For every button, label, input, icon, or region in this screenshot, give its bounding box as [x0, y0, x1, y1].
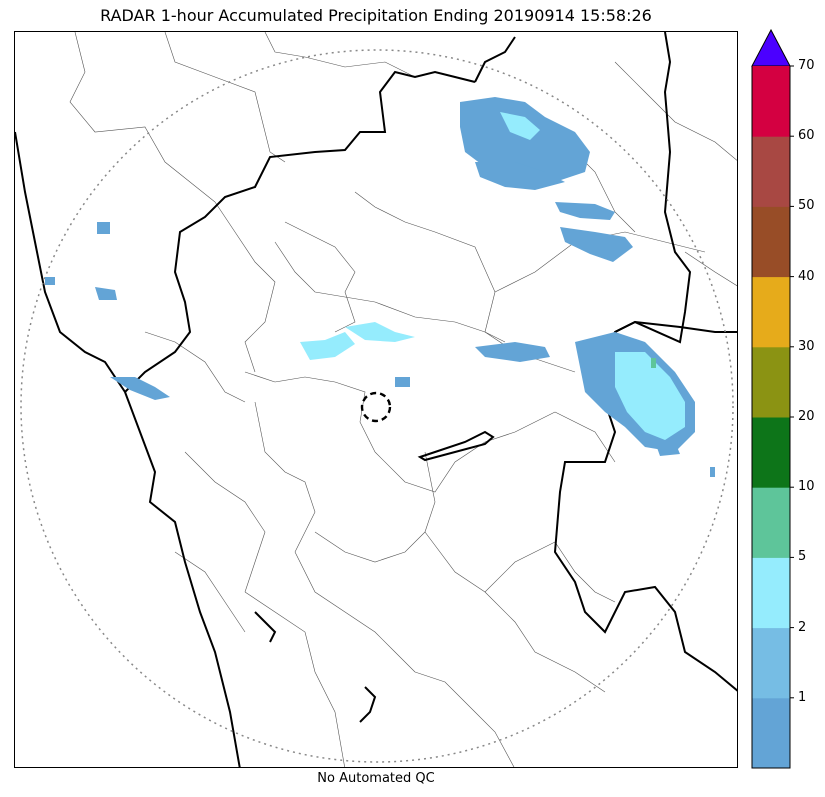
colorbar-tick-label: 50 — [798, 198, 815, 214]
colorbar-tick-label: 1 — [798, 689, 807, 705]
colorbar-band — [752, 276, 790, 348]
colorbar-tick-label: 10 — [798, 479, 815, 495]
colorbar-tick-label: 2 — [798, 619, 807, 635]
colorbar — [751, 28, 794, 769]
colorbar-extend-triangle — [751, 28, 791, 67]
colorbar-band — [752, 136, 790, 207]
colorbar-band — [752, 487, 790, 558]
colorbar-svg — [751, 28, 794, 769]
colorbar-tick-label: 60 — [798, 128, 815, 144]
colorbar-tick-label: 40 — [798, 268, 815, 284]
colorbar-band — [752, 206, 790, 278]
qc-note: No Automated QC — [317, 771, 435, 786]
colorbar-band — [752, 66, 790, 137]
colorbar-band — [752, 346, 790, 418]
precipitation-echoes — [45, 97, 715, 477]
colorbar-tick-label: 20 — [798, 409, 815, 424]
colorbar-band — [752, 627, 790, 699]
map-layers — [15, 32, 737, 767]
radar-map — [14, 31, 738, 768]
district-boundaries — [69, 32, 737, 767]
colorbar-band — [752, 697, 790, 769]
colorbar-band — [752, 417, 790, 488]
colorbar-tick-label: 5 — [798, 549, 807, 565]
state-boundaries — [15, 32, 737, 767]
colorbar-tick-label: 30 — [798, 338, 815, 354]
colorbar-band — [752, 557, 790, 629]
colorbar-tick-label: 70 — [798, 58, 815, 73]
radar-range-ring — [20, 49, 734, 763]
chart-title: RADAR 1-hour Accumulated Precipitation E… — [100, 6, 652, 25]
radar-site-marker — [360, 391, 392, 423]
